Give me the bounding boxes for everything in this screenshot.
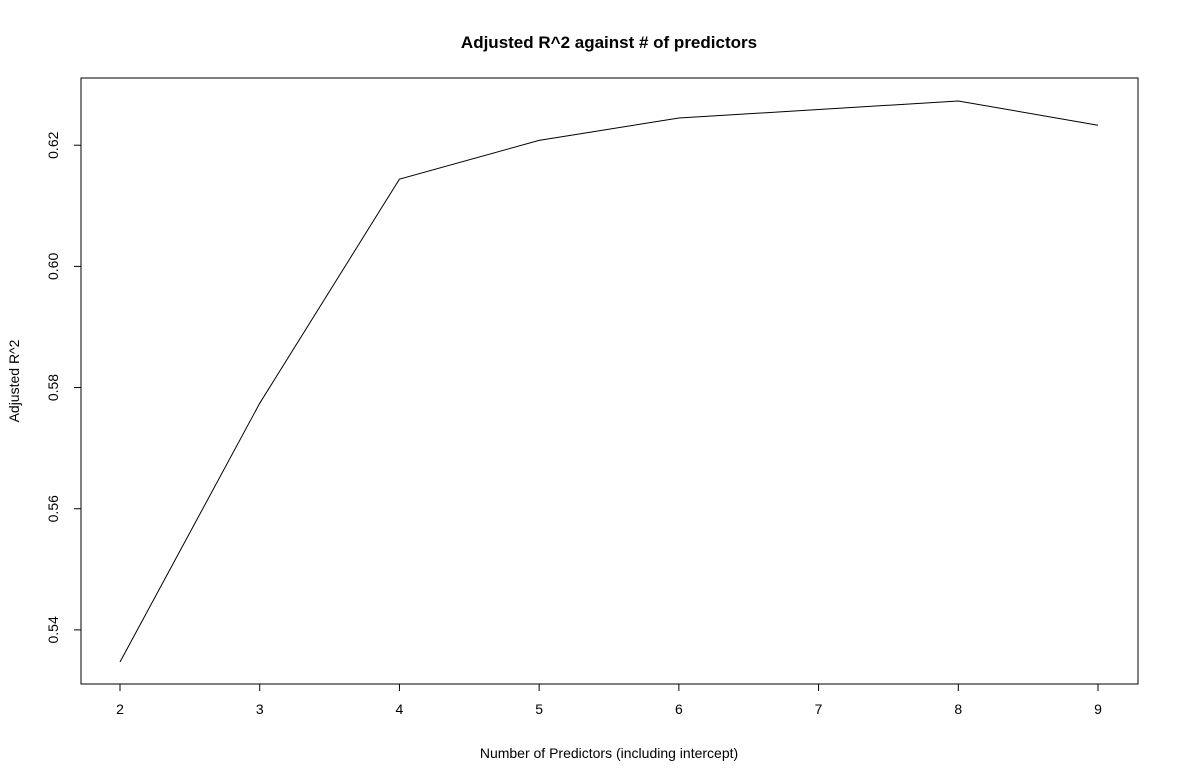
- y-axis-label: Adjusted R^2: [6, 339, 22, 422]
- x-tick-label: 3: [256, 701, 264, 717]
- x-axis-label: Number of Predictors (including intercep…: [480, 745, 738, 761]
- x-tick-label: 7: [815, 701, 823, 717]
- chart-title: Adjusted R^2 against # of predictors: [461, 33, 757, 52]
- series-line: [119, 100, 1099, 663]
- y-tick-label: 0.58: [45, 374, 61, 401]
- x-axis: 2 3 4 5 6 7 8 9: [116, 683, 1102, 717]
- x-tick-label: 5: [535, 701, 543, 717]
- y-axis: 0.54 0.56 0.58 0.60 0.62: [45, 131, 82, 644]
- x-tick-label: 4: [396, 701, 404, 717]
- y-tick-label: 0.54: [45, 616, 61, 643]
- y-tick-label: 0.62: [45, 131, 61, 158]
- y-tick-label: 0.60: [45, 253, 61, 280]
- y-tick-label: 0.56: [45, 495, 61, 522]
- plot-frame: [80, 77, 1139, 685]
- x-tick-label: 8: [954, 701, 962, 717]
- x-tick-label: 9: [1094, 701, 1102, 717]
- x-tick-label: 6: [675, 701, 683, 717]
- x-tick-label: 2: [116, 701, 124, 717]
